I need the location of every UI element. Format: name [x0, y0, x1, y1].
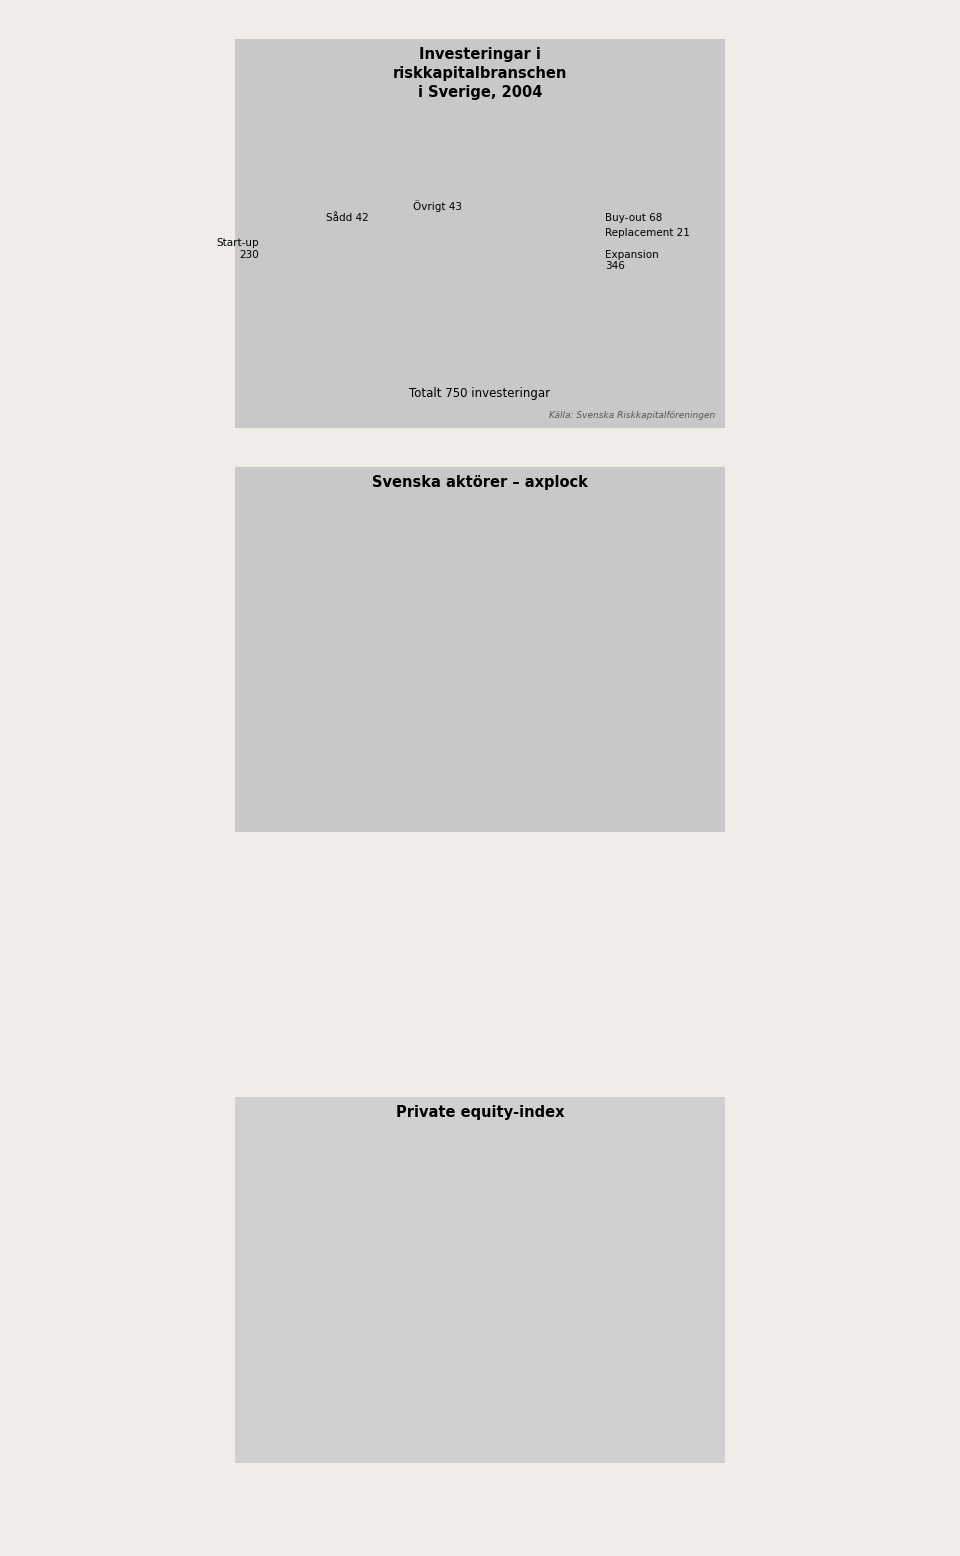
Bar [575, 733, 592, 747]
Bar [364, 618, 381, 747]
Text: Källa: Svenska Riskkapitalföreningen: Källa: Svenska Riskkapitalföreningen [549, 411, 715, 420]
Text: Expansion
346: Expansion 346 [605, 251, 659, 271]
Bar [458, 671, 475, 747]
Text: Investeringar i
riskkapitalbranschen
i Sverige, 2004: Investeringar i riskkapitalbranschen i S… [393, 47, 567, 100]
Bar [645, 742, 663, 747]
Wedge shape [480, 227, 555, 344]
Bar [294, 509, 311, 747]
Wedge shape [480, 210, 540, 272]
Bar [481, 694, 498, 747]
Text: Replacement 21: Replacement 21 [605, 229, 689, 238]
Bar [528, 724, 545, 747]
Text: Totalt 750 investeringar: Totalt 750 investeringar [409, 387, 551, 400]
Bar [669, 744, 686, 747]
Legend: LPX50 VW, Ratos: LPX50 VW, Ratos [358, 1449, 517, 1467]
Text: Sådd 42: Sådd 42 [326, 213, 370, 223]
Bar [387, 669, 405, 747]
Bar [340, 538, 358, 747]
Wedge shape [442, 202, 480, 272]
Bar [551, 730, 569, 747]
Bar [505, 724, 522, 747]
Text: Mkr: Mkr [265, 482, 282, 493]
Text: Svenska aktörer – axplock: Svenska aktörer – axplock [372, 475, 588, 490]
Bar [317, 509, 334, 747]
Bar [598, 736, 616, 747]
Bar [411, 669, 428, 747]
Bar [622, 742, 639, 747]
Text: Buy-out 68: Buy-out 68 [605, 213, 662, 223]
Bar [692, 745, 709, 747]
Text: Private equity-index: Private equity-index [396, 1105, 564, 1120]
Bar [434, 725, 452, 747]
Text: Övrigt 43: Övrigt 43 [413, 201, 462, 212]
Text: Start-up
230: Start-up 230 [217, 238, 259, 260]
Wedge shape [480, 199, 520, 272]
Wedge shape [454, 198, 495, 272]
Wedge shape [405, 209, 501, 347]
